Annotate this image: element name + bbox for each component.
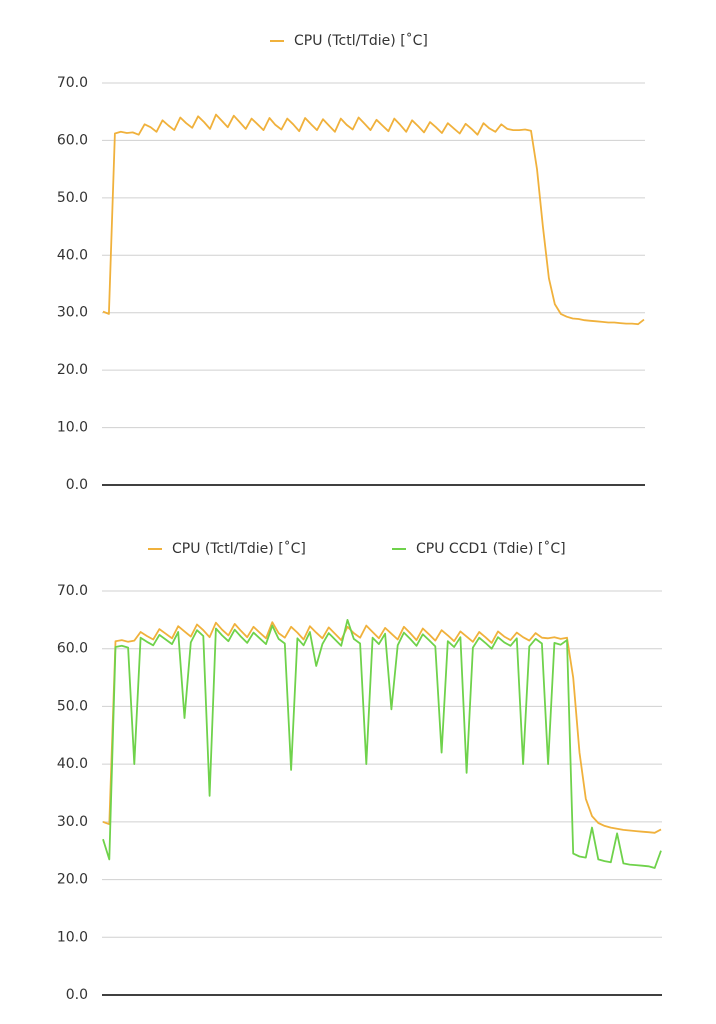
legend-label: CPU (Tctl/Tdie) [˚C]	[172, 540, 306, 557]
y-tick-label: 10.0	[57, 420, 88, 436]
y-tick-label: 20.0	[57, 362, 88, 378]
data-line	[102, 113, 645, 326]
legend-label: CPU CCD1 (Tdie) [˚C]	[416, 540, 566, 557]
y-tick-label: 30.0	[57, 814, 88, 830]
y-tick-label: 0.0	[66, 477, 88, 493]
y-tick-label: 20.0	[57, 872, 88, 888]
y-tick-label: 10.0	[57, 929, 88, 945]
y-tick-label: 50.0	[57, 698, 88, 714]
legend-label: CPU (Tctl/Tdie) [˚C]	[294, 32, 428, 49]
data-line	[102, 621, 662, 834]
y-tick-label: 60.0	[57, 132, 88, 148]
y-tick-label: 40.0	[57, 756, 88, 772]
data-line	[102, 619, 662, 869]
y-tick-label: 70.0	[57, 583, 88, 599]
y-tick-label: 50.0	[57, 190, 88, 206]
y-tick-label: 30.0	[57, 305, 88, 321]
y-tick-label: 70.0	[57, 75, 88, 91]
y-tick-label: 60.0	[57, 641, 88, 657]
y-tick-label: 40.0	[57, 247, 88, 263]
y-tick-label: 0.0	[66, 987, 88, 1003]
